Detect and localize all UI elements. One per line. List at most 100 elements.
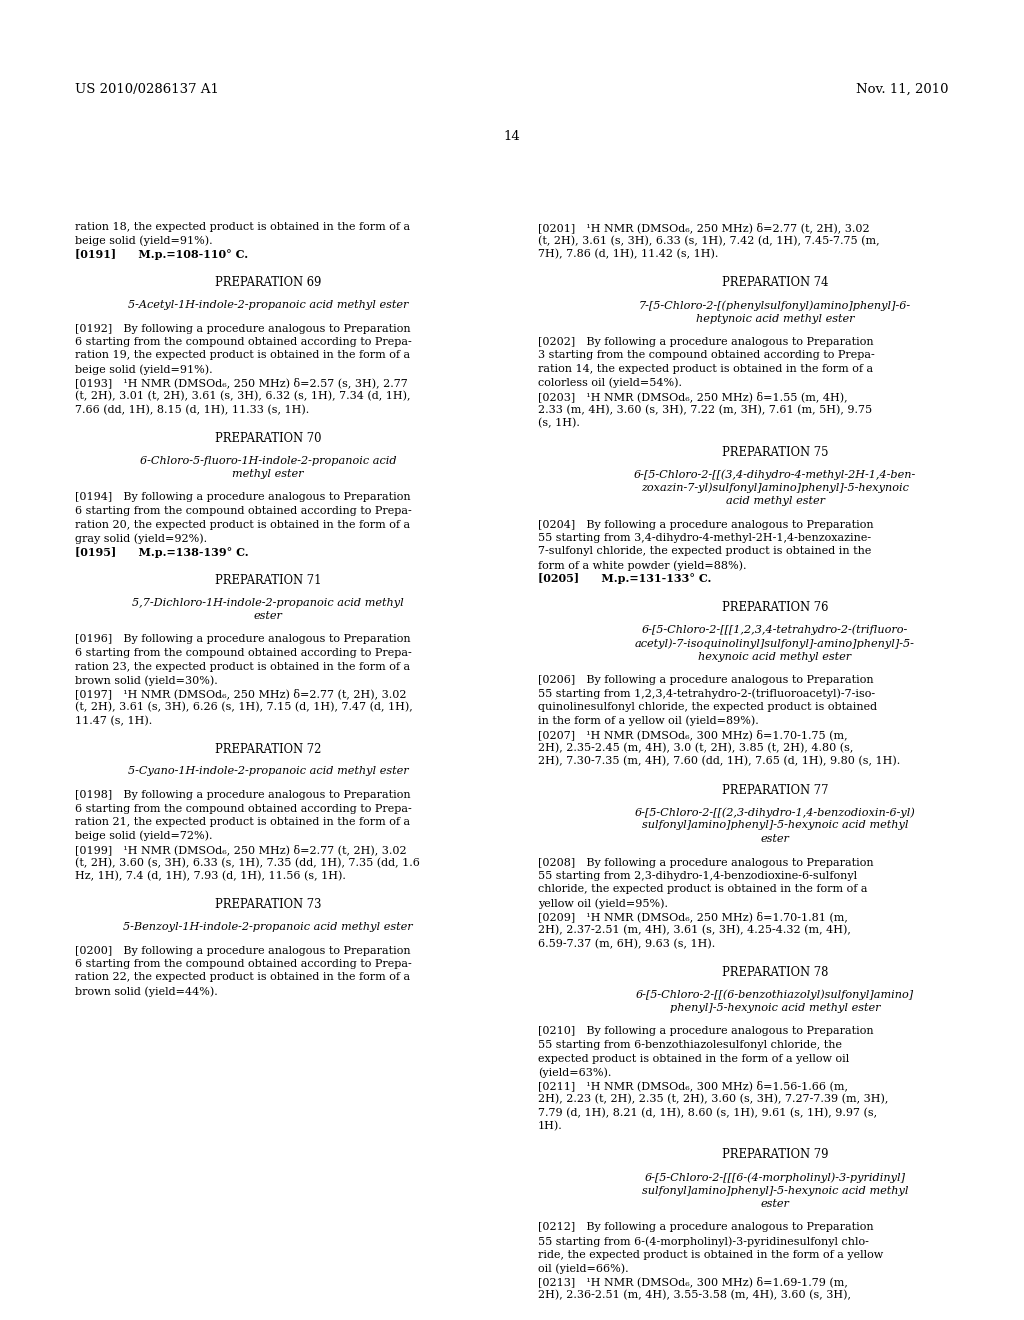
Text: gray solid (yield=92%).: gray solid (yield=92%). — [75, 533, 207, 544]
Text: 6 starting from the compound obtained according to Prepa-: 6 starting from the compound obtained ac… — [75, 960, 412, 969]
Text: 6-[5-Chloro-2-[[[1,2,3,4-tetrahydro-2-(trifluoro-: 6-[5-Chloro-2-[[[1,2,3,4-tetrahydro-2-(t… — [642, 624, 908, 635]
Text: [0200] By following a procedure analogous to Preparation: [0200] By following a procedure analogou… — [75, 945, 411, 956]
Text: sulfonyl]amino]phenyl]-5-hexynoic acid methyl: sulfonyl]amino]phenyl]-5-hexynoic acid m… — [642, 821, 908, 830]
Text: 2H), 2.23 (t, 2H), 2.35 (t, 2H), 3.60 (s, 3H), 7.27-7.39 (m, 3H),: 2H), 2.23 (t, 2H), 2.35 (t, 2H), 3.60 (s… — [538, 1094, 889, 1105]
Text: 6.59-7.37 (m, 6H), 9.63 (s, 1H).: 6.59-7.37 (m, 6H), 9.63 (s, 1H). — [538, 939, 715, 949]
Text: ester: ester — [761, 1199, 790, 1209]
Text: 1H).: 1H). — [538, 1121, 563, 1131]
Text: [0194] By following a procedure analogous to Preparation: [0194] By following a procedure analogou… — [75, 492, 411, 503]
Text: [0210] By following a procedure analogous to Preparation: [0210] By following a procedure analogou… — [538, 1027, 873, 1036]
Text: 6-Chloro-5-fluoro-1H-indole-2-propanoic acid: 6-Chloro-5-fluoro-1H-indole-2-propanoic … — [139, 455, 396, 466]
Text: [0202] By following a procedure analogous to Preparation: [0202] By following a procedure analogou… — [538, 337, 873, 347]
Text: heptynoic acid methyl ester: heptynoic acid methyl ester — [695, 314, 854, 323]
Text: [0195]  M.p.=138-139° C.: [0195] M.p.=138-139° C. — [75, 546, 249, 557]
Text: (t, 2H), 3.61 (s, 3H), 6.26 (s, 1H), 7.15 (d, 1H), 7.47 (d, 1H),: (t, 2H), 3.61 (s, 3H), 6.26 (s, 1H), 7.1… — [75, 702, 413, 713]
Text: Nov. 11, 2010: Nov. 11, 2010 — [856, 83, 949, 96]
Text: in the form of a yellow oil (yield=89%).: in the form of a yellow oil (yield=89%). — [538, 715, 759, 726]
Text: 2H), 2.36-2.51 (m, 4H), 3.55-3.58 (m, 4H), 3.60 (s, 3H),: 2H), 2.36-2.51 (m, 4H), 3.55-3.58 (m, 4H… — [538, 1290, 851, 1300]
Text: [0213] ¹H NMR (DMSOd₆, 300 MHz) δ=1.69-1.79 (m,: [0213] ¹H NMR (DMSOd₆, 300 MHz) δ=1.69-1… — [538, 1276, 848, 1287]
Text: beige solid (yield=91%).: beige solid (yield=91%). — [75, 235, 213, 246]
Text: 6 starting from the compound obtained according to Prepa-: 6 starting from the compound obtained ac… — [75, 804, 412, 813]
Text: acid methyl ester: acid methyl ester — [725, 496, 824, 506]
Text: ration 20, the expected product is obtained in the form of a: ration 20, the expected product is obtai… — [75, 520, 411, 529]
Text: ride, the expected product is obtained in the form of a yellow: ride, the expected product is obtained i… — [538, 1250, 884, 1259]
Text: [0192] By following a procedure analogous to Preparation: [0192] By following a procedure analogou… — [75, 323, 411, 334]
Text: 6-[5-Chloro-2-[[(6-benzothiazolyl)sulfonyl]amino]: 6-[5-Chloro-2-[[(6-benzothiazolyl)sulfon… — [636, 990, 914, 1001]
Text: [0205]  M.p.=131-133° C.: [0205] M.p.=131-133° C. — [538, 573, 712, 585]
Text: sulfonyl]amino]phenyl]-5-hexynoic acid methyl: sulfonyl]amino]phenyl]-5-hexynoic acid m… — [642, 1185, 908, 1196]
Text: [0201] ¹H NMR (DMSOd₆, 250 MHz) δ=2.77 (t, 2H), 3.02: [0201] ¹H NMR (DMSOd₆, 250 MHz) δ=2.77 (… — [538, 222, 869, 232]
Text: PREPARATION 78: PREPARATION 78 — [722, 966, 828, 979]
Text: 7H), 7.86 (d, 1H), 11.42 (s, 1H).: 7H), 7.86 (d, 1H), 11.42 (s, 1H). — [538, 249, 719, 259]
Text: brown solid (yield=44%).: brown solid (yield=44%). — [75, 986, 218, 997]
Text: [0197] ¹H NMR (DMSOd₆, 250 MHz) δ=2.77 (t, 2H), 3.02: [0197] ¹H NMR (DMSOd₆, 250 MHz) δ=2.77 (… — [75, 689, 407, 700]
Text: form of a white powder (yield=88%).: form of a white powder (yield=88%). — [538, 560, 746, 570]
Text: [0211] ¹H NMR (DMSOd₆, 300 MHz) δ=1.56-1.66 (m,: [0211] ¹H NMR (DMSOd₆, 300 MHz) δ=1.56-1… — [538, 1081, 848, 1092]
Text: expected product is obtained in the form of a yellow oil: expected product is obtained in the form… — [538, 1053, 849, 1064]
Text: 2H), 7.30-7.35 (m, 4H), 7.60 (dd, 1H), 7.65 (d, 1H), 9.80 (s, 1H).: 2H), 7.30-7.35 (m, 4H), 7.60 (dd, 1H), 7… — [538, 756, 900, 767]
Text: 5-Acetyl-1H-indole-2-propanoic acid methyl ester: 5-Acetyl-1H-indole-2-propanoic acid meth… — [128, 300, 409, 310]
Text: methyl ester: methyl ester — [232, 469, 304, 479]
Text: [0196] By following a procedure analogous to Preparation: [0196] By following a procedure analogou… — [75, 635, 411, 644]
Text: hexynoic acid methyl ester: hexynoic acid methyl ester — [698, 652, 852, 661]
Text: (t, 2H), 3.60 (s, 3H), 6.33 (s, 1H), 7.35 (dd, 1H), 7.35 (dd, 1.6: (t, 2H), 3.60 (s, 3H), 6.33 (s, 1H), 7.3… — [75, 858, 420, 867]
Text: 7.79 (d, 1H), 8.21 (d, 1H), 8.60 (s, 1H), 9.61 (s, 1H), 9.97 (s,: 7.79 (d, 1H), 8.21 (d, 1H), 8.60 (s, 1H)… — [538, 1107, 878, 1118]
Text: PREPARATION 73: PREPARATION 73 — [215, 899, 322, 912]
Text: 5,7-Dichloro-1H-indole-2-propanoic acid methyl: 5,7-Dichloro-1H-indole-2-propanoic acid … — [132, 598, 403, 607]
Text: 6 starting from the compound obtained according to Prepa-: 6 starting from the compound obtained ac… — [75, 337, 412, 347]
Text: [0204] By following a procedure analogous to Preparation: [0204] By following a procedure analogou… — [538, 520, 873, 529]
Text: Hz, 1H), 7.4 (d, 1H), 7.93 (d, 1H), 11.56 (s, 1H).: Hz, 1H), 7.4 (d, 1H), 7.93 (d, 1H), 11.5… — [75, 871, 346, 882]
Text: [0199] ¹H NMR (DMSOd₆, 250 MHz) δ=2.77 (t, 2H), 3.02: [0199] ¹H NMR (DMSOd₆, 250 MHz) δ=2.77 (… — [75, 843, 407, 855]
Text: acetyl)-7-isoquinolinyl]sulfonyl]-amino]phenyl]-5-: acetyl)-7-isoquinolinyl]sulfonyl]-amino]… — [635, 638, 914, 648]
Text: 55 starting from 1,2,3,4-tetrahydro-2-(trifluoroacetyl)-7-iso-: 55 starting from 1,2,3,4-tetrahydro-2-(t… — [538, 689, 876, 700]
Text: 11.47 (s, 1H).: 11.47 (s, 1H). — [75, 715, 153, 726]
Text: PREPARATION 72: PREPARATION 72 — [215, 743, 322, 756]
Text: ration 21, the expected product is obtained in the form of a: ration 21, the expected product is obtai… — [75, 817, 411, 828]
Text: [0207] ¹H NMR (DMSOd₆, 300 MHz) δ=1.70-1.75 (m,: [0207] ¹H NMR (DMSOd₆, 300 MHz) δ=1.70-1… — [538, 729, 848, 739]
Text: ration 22, the expected product is obtained in the form of a: ration 22, the expected product is obtai… — [75, 973, 411, 982]
Text: [0212] By following a procedure analogous to Preparation: [0212] By following a procedure analogou… — [538, 1222, 873, 1233]
Text: [0209] ¹H NMR (DMSOd₆, 250 MHz) δ=1.70-1.81 (m,: [0209] ¹H NMR (DMSOd₆, 250 MHz) δ=1.70-1… — [538, 912, 848, 923]
Text: [0191]  M.p.=108-110° C.: [0191] M.p.=108-110° C. — [75, 249, 248, 260]
Text: 6-[5-Chloro-2-[[(3,4-dihydro-4-methyl-2H-1,4-ben-: 6-[5-Chloro-2-[[(3,4-dihydro-4-methyl-2H… — [634, 469, 916, 479]
Text: PREPARATION 76: PREPARATION 76 — [722, 601, 828, 614]
Text: [0206] By following a procedure analogous to Preparation: [0206] By following a procedure analogou… — [538, 675, 873, 685]
Text: 5-Cyano-1H-indole-2-propanoic acid methyl ester: 5-Cyano-1H-indole-2-propanoic acid methy… — [128, 767, 409, 776]
Text: chloride, the expected product is obtained in the form of a: chloride, the expected product is obtain… — [538, 884, 867, 895]
Text: PREPARATION 79: PREPARATION 79 — [722, 1148, 828, 1162]
Text: (s, 1H).: (s, 1H). — [538, 418, 580, 429]
Text: PREPARATION 74: PREPARATION 74 — [722, 276, 828, 289]
Text: PREPARATION 75: PREPARATION 75 — [722, 446, 828, 458]
Text: yellow oil (yield=95%).: yellow oil (yield=95%). — [538, 898, 668, 908]
Text: 3 starting from the compound obtained according to Prepa-: 3 starting from the compound obtained ac… — [538, 351, 874, 360]
Text: 55 starting from 2,3-dihydro-1,4-benzodioxine-6-sulfonyl: 55 starting from 2,3-dihydro-1,4-benzodi… — [538, 871, 857, 880]
Text: 6-[5-Chloro-2-[[(2,3-dihydro-1,4-benzodioxin-6-yl): 6-[5-Chloro-2-[[(2,3-dihydro-1,4-benzodi… — [635, 807, 915, 817]
Text: PREPARATION 71: PREPARATION 71 — [215, 574, 322, 587]
Text: colorless oil (yield=54%).: colorless oil (yield=54%). — [538, 378, 682, 388]
Text: [0198] By following a procedure analogous to Preparation: [0198] By following a procedure analogou… — [75, 789, 411, 800]
Text: 6-[5-Chloro-2-[[[6-(4-morpholinyl)-3-pyridinyl]: 6-[5-Chloro-2-[[[6-(4-morpholinyl)-3-pyr… — [644, 1172, 905, 1183]
Text: PREPARATION 70: PREPARATION 70 — [215, 432, 322, 445]
Text: ration 19, the expected product is obtained in the form of a: ration 19, the expected product is obtai… — [75, 351, 411, 360]
Text: 55 starting from 6-benzothiazolesulfonyl chloride, the: 55 starting from 6-benzothiazolesulfonyl… — [538, 1040, 842, 1049]
Text: 6 starting from the compound obtained according to Prepa-: 6 starting from the compound obtained ac… — [75, 506, 412, 516]
Text: 55 starting from 6-(4-morpholinyl)-3-pyridinesulfonyl chlo-: 55 starting from 6-(4-morpholinyl)-3-pyr… — [538, 1236, 869, 1246]
Text: phenyl]-5-hexynoic acid methyl ester: phenyl]-5-hexynoic acid methyl ester — [670, 1003, 881, 1012]
Text: [0193] ¹H NMR (DMSOd₆, 250 MHz) δ=2.57 (s, 3H), 2.77: [0193] ¹H NMR (DMSOd₆, 250 MHz) δ=2.57 (… — [75, 378, 408, 388]
Text: PREPARATION 77: PREPARATION 77 — [722, 784, 828, 796]
Text: 2.33 (m, 4H), 3.60 (s, 3H), 7.22 (m, 3H), 7.61 (m, 5H), 9.75: 2.33 (m, 4H), 3.60 (s, 3H), 7.22 (m, 3H)… — [538, 404, 872, 414]
Text: ration 23, the expected product is obtained in the form of a: ration 23, the expected product is obtai… — [75, 661, 411, 672]
Text: oil (yield=66%).: oil (yield=66%). — [538, 1263, 629, 1274]
Text: ester: ester — [761, 834, 790, 843]
Text: ration 18, the expected product is obtained in the form of a: ration 18, the expected product is obtai… — [75, 222, 411, 232]
Text: beige solid (yield=72%).: beige solid (yield=72%). — [75, 830, 213, 841]
Text: 7-sulfonyl chloride, the expected product is obtained in the: 7-sulfonyl chloride, the expected produc… — [538, 546, 871, 557]
Text: 6 starting from the compound obtained according to Prepa-: 6 starting from the compound obtained ac… — [75, 648, 412, 657]
Text: 55 starting from 3,4-dihydro-4-methyl-2H-1,4-benzoxazine-: 55 starting from 3,4-dihydro-4-methyl-2H… — [538, 533, 871, 543]
Text: 5-Benzoyl-1H-indole-2-propanoic acid methyl ester: 5-Benzoyl-1H-indole-2-propanoic acid met… — [123, 921, 413, 932]
Text: zoxazin-7-yl)sulfonyl]amino]phenyl]-5-hexynoic: zoxazin-7-yl)sulfonyl]amino]phenyl]-5-he… — [641, 483, 909, 494]
Text: beige solid (yield=91%).: beige solid (yield=91%). — [75, 364, 213, 375]
Text: 14: 14 — [504, 129, 520, 143]
Text: quinolinesulfonyl chloride, the expected product is obtained: quinolinesulfonyl chloride, the expected… — [538, 702, 878, 711]
Text: (yield=63%).: (yield=63%). — [538, 1067, 611, 1077]
